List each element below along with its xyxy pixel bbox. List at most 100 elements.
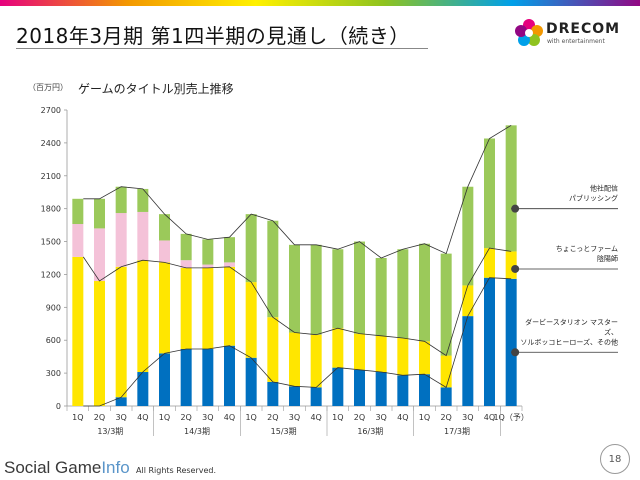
watermark-accent: Info [101,458,130,477]
x-tick-label: 2Q [440,413,451,422]
y-tick-label: 900 [46,303,61,312]
bar-segment [440,253,452,356]
title-divider [16,48,428,49]
x-tick-label: 1Q [159,413,170,422]
legend-label: ソルボッコヒーローズ、その他 [520,337,618,346]
legend-label: ダービースタリオン マスター [525,317,618,326]
bar-segment [267,220,279,318]
bar-segment [224,262,235,267]
y-tick-label: 600 [46,336,61,345]
bar-segment [137,260,149,373]
x-tick-label: 2Q [94,413,105,422]
x-group-label: 14/3期 [184,427,210,436]
bar-segment [180,348,192,406]
legend-label: パブリッシング [569,194,618,203]
bar-segment [419,374,430,406]
bar-segment [202,348,214,406]
bar-segment [159,262,170,354]
bar-segment [375,335,387,373]
bar-segment [440,387,452,406]
x-tick-label: 2Q [180,413,191,422]
flower-icon [515,19,543,46]
bar-segment [159,214,170,241]
bar-segment [440,355,452,388]
bar-segment [354,333,365,370]
x-tick-label: 3Q [375,413,386,422]
legend-marker [511,348,520,357]
bar-segment [94,281,105,406]
x-tick-label: 3Q [202,413,213,422]
bar-segment [289,244,300,333]
bar-segment [289,386,300,406]
bar-segment [375,258,387,336]
bar-segment [462,285,474,317]
bar-segment [202,239,214,265]
x-tick-label: 1Q [72,413,83,422]
bar-segment [332,367,344,406]
bar-segment [484,248,495,278]
x-tick-label: 4Q [310,413,321,422]
chart-title: ゲームのタイトル別売上推移 [78,82,234,96]
logo-text: DRECOM [546,21,621,37]
bar-segment [419,341,430,375]
y-tick-label: 2400 [41,139,61,148]
bar-segment [267,317,279,382]
bar-segment [505,278,517,406]
bar-segment [72,224,84,257]
bar-segment [310,387,322,406]
legend-label: ズ、 [604,327,618,336]
trend-line [83,124,512,259]
x-tick-label: 4Q [397,413,408,422]
x-tick-label: 4Q [484,413,495,422]
page-title: 2018年3月期 第1四半期の見通し（続き） [16,24,410,48]
legend-label: 陰陽師 [597,254,618,263]
bar-segment [354,369,365,406]
unit-label: （百万円） [28,83,68,92]
watermark-main: Social Game [4,458,102,477]
bar-segment [245,214,257,283]
bar-segment [180,233,192,261]
bar-segment [224,266,235,346]
bar-segment [310,334,322,388]
trend-line [82,247,512,357]
bar-segment [72,198,84,225]
x-tick-label: 3Q [115,413,126,422]
bar-segment [354,241,365,334]
bar-segment [115,213,127,267]
bar-segment [159,353,170,406]
bar-segment [202,267,214,349]
bar-segment [310,244,322,335]
x-group-label: 16/3期 [357,427,383,436]
bar-segment [137,188,149,212]
y-tick-label: 1200 [41,270,61,279]
bar-segment [159,240,170,263]
rainbow-bar [0,0,640,6]
x-tick-label: 4Q [224,413,235,422]
bar-segment [94,198,105,229]
bar-segment [115,266,127,398]
y-tick-label: 0 [56,402,61,411]
x-tick-label: 2Q [354,413,365,422]
y-tick-label: 2100 [41,172,61,181]
x-tick-label: 3Q [289,413,300,422]
trend-line [83,277,512,407]
legend-label: ちょこっとファーム [556,245,618,253]
x-tick-label: 4Q [137,413,148,422]
bar-segment [462,316,474,406]
drecom-logo: DRECOM with entertainment [514,18,630,48]
bar-segment [505,125,517,252]
x-tick-label: 1Q [419,413,430,422]
bar-segment [267,381,279,406]
bar-segment [397,249,409,339]
x-group-label: 13/3期 [97,427,123,436]
bar-segment [332,328,344,368]
bar-segment [375,372,387,406]
bar-segment [505,251,517,279]
bar-segment [245,282,257,358]
bar-segment [484,277,495,406]
bar-segment [180,267,192,349]
watermark: Social GameInfo [4,458,130,478]
bar-segment [397,338,409,376]
bar-segment [289,332,300,387]
x-tick-label: 3Q [462,413,473,422]
